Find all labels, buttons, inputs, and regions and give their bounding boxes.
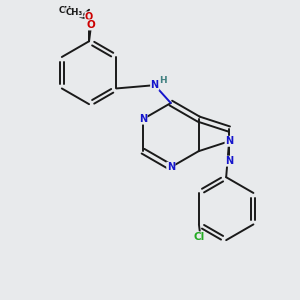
Text: N: N [139,114,147,124]
Text: CH₃: CH₃ [66,8,83,17]
Text: O: O [85,12,93,22]
Text: N: N [225,136,233,146]
Text: Cl: Cl [193,232,205,242]
Text: O: O [86,20,95,30]
Text: H: H [159,76,167,85]
Text: N: N [167,162,175,172]
Text: CH₃: CH₃ [58,6,75,15]
Text: N: N [151,80,159,90]
Text: N: N [225,156,233,166]
